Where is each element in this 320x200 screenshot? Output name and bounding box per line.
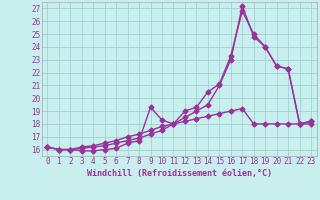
X-axis label: Windchill (Refroidissement éolien,°C): Windchill (Refroidissement éolien,°C) <box>87 169 272 178</box>
